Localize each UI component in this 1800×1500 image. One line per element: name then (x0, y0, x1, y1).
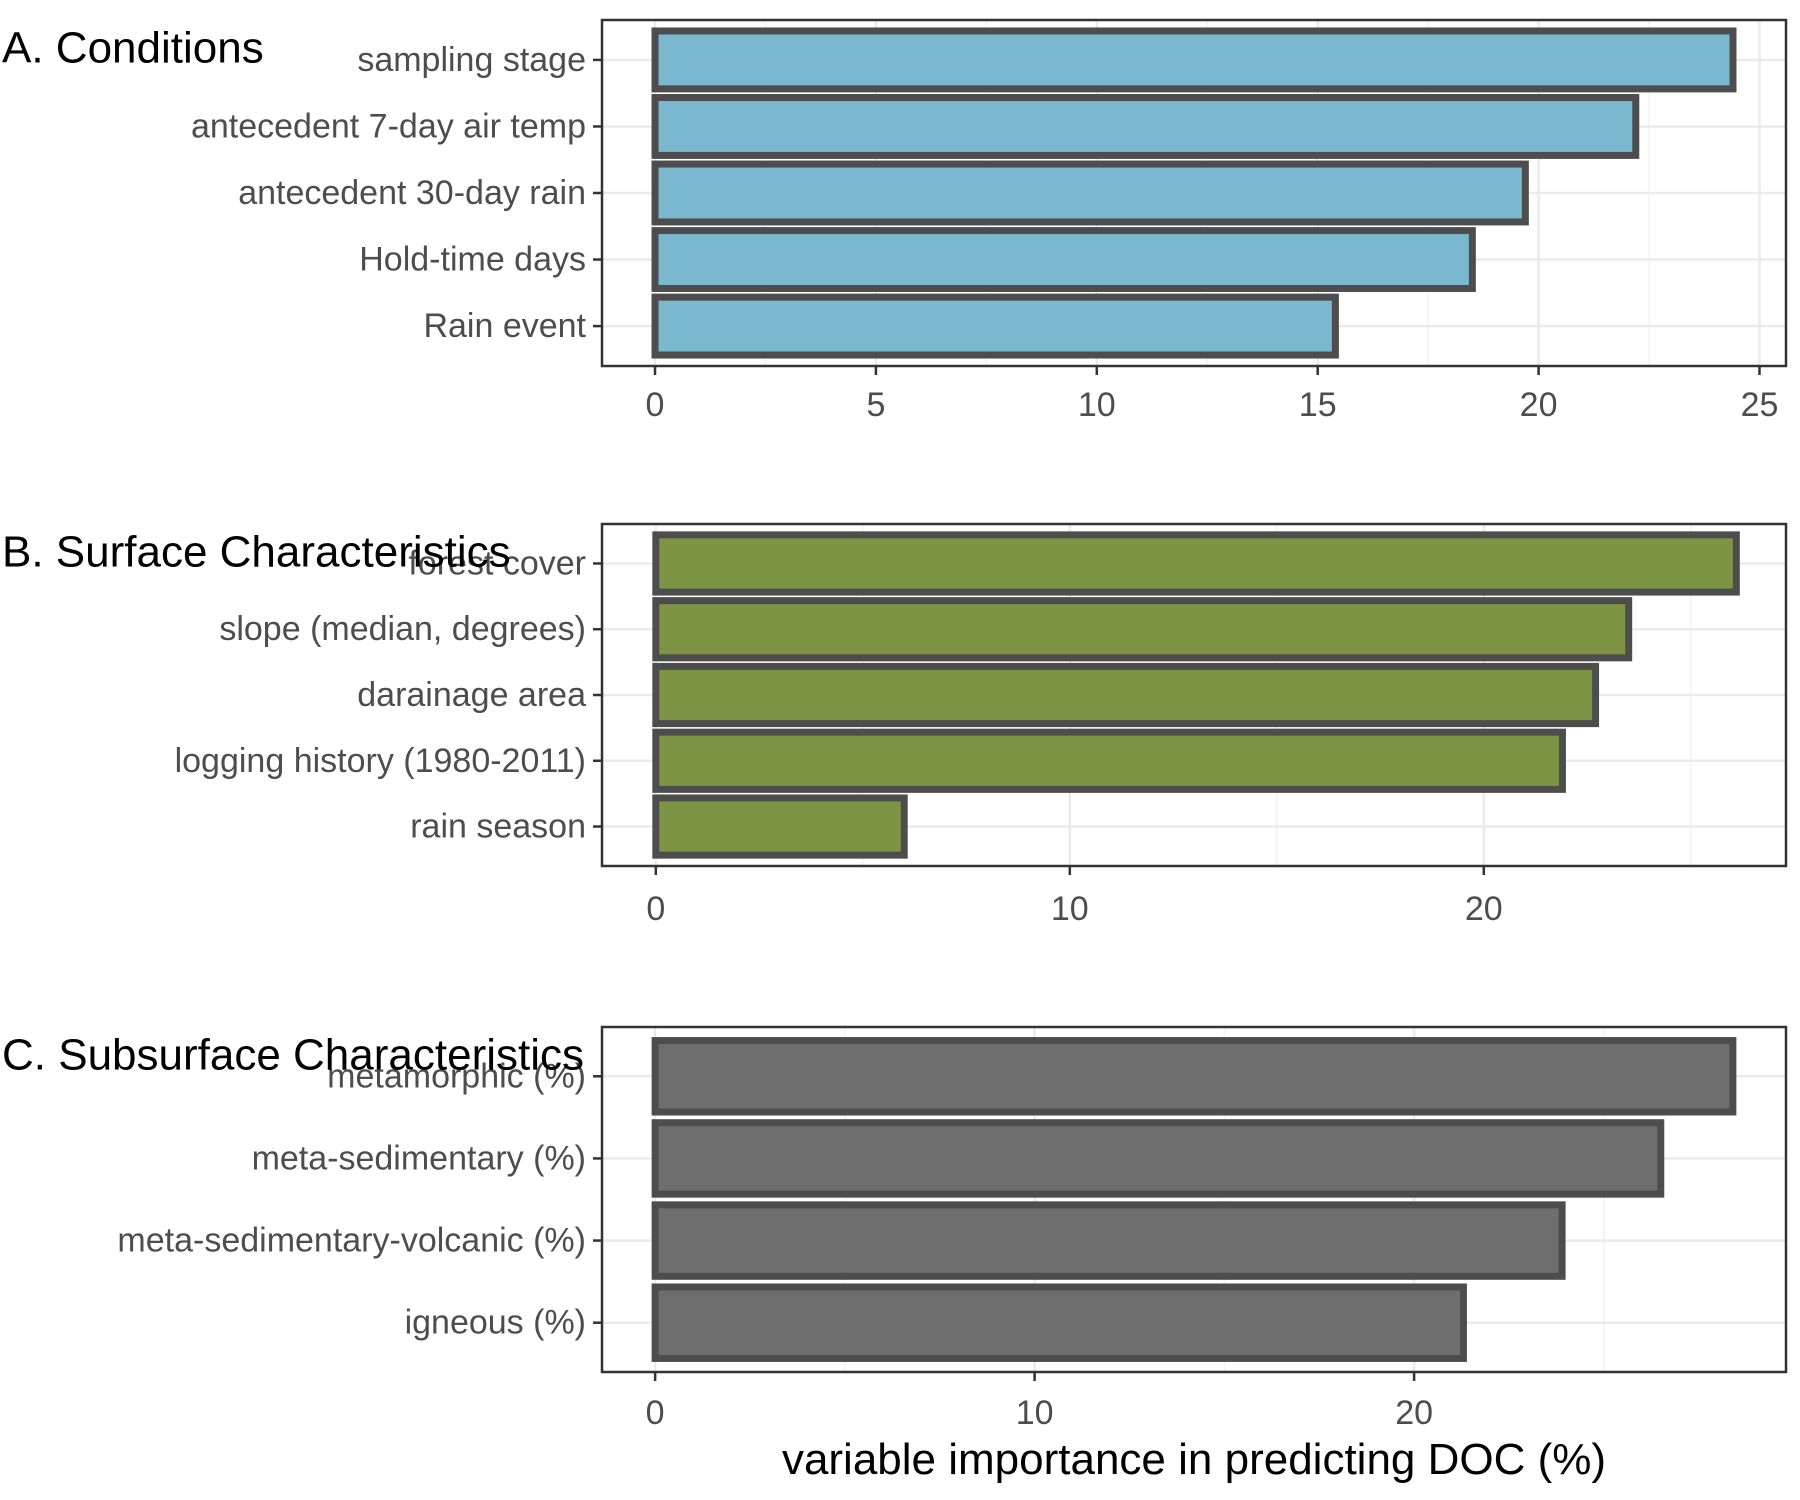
panel-title: B. Surface Characteristics (2, 528, 511, 577)
panel-border (600, 1025, 1788, 1374)
panel-1: sampling stage antecedent 7-day air temp a… (2, 18, 1788, 424)
bar-igneous (651, 1283, 1467, 1362)
bar-slope-median-degrees (652, 597, 1633, 662)
panel-title: A. Conditions (2, 24, 264, 73)
category-label: forest cover (408, 544, 586, 582)
x-tick-label: 0 (646, 890, 665, 928)
x-tick-label: 20 (1520, 386, 1558, 424)
x-tick-label: 10 (1016, 1394, 1054, 1432)
bar-metamorphic (651, 1037, 1737, 1116)
bar-darainage-area (652, 662, 1600, 728)
bar-antecedent-30-day-rain (651, 160, 1529, 226)
category-label: darainage area (357, 676, 586, 714)
category-label: meta-sedimentary (%) (252, 1139, 586, 1177)
x-tick-label: 0 (646, 1394, 665, 1432)
category-label: sampling stage (357, 41, 586, 79)
category-label: antecedent 7-day air temp (191, 107, 586, 145)
category-label: Hold-time days (359, 241, 586, 279)
category-label: metamorphic (%) (327, 1057, 586, 1095)
bar-meta-sedimentary-volcanic (651, 1201, 1566, 1280)
category-label: Rain event (423, 307, 586, 345)
category-label: slope (median, degrees) (219, 610, 586, 648)
bar-sampling-stage (651, 27, 1737, 93)
x-tick-label: 10 (1051, 890, 1089, 928)
category-label: meta-sedimentary-volcanic (%) (117, 1222, 586, 1260)
category-label: rain season (410, 808, 586, 846)
panel-title: C. Subsurface Characteristics (2, 1031, 584, 1080)
category-label: igneous (%) (405, 1304, 586, 1342)
x-tick-label: 10 (1078, 386, 1116, 424)
bar-forest-cover (652, 531, 1740, 596)
x-tick-label: 0 (646, 386, 665, 424)
x-tick-label: 5 (866, 386, 885, 424)
bar-antecedent-7-day-air-temp (651, 94, 1640, 159)
x-tick-label: 15 (1299, 386, 1337, 424)
bar-logging-history-1980-2011 (652, 728, 1566, 793)
category-label: antecedent 30-day rain (238, 174, 586, 212)
x-tick-label: 25 (1741, 386, 1779, 424)
category-label: logging history (1980-2011) (175, 742, 586, 780)
bar-rain-event (651, 293, 1339, 359)
x-tick-label: 20 (1395, 1394, 1433, 1432)
x-axis-title: variable importance in predicting DOC (%… (782, 1435, 1606, 1484)
panel-2: forest cover slope (median, degrees) darai… (2, 522, 1788, 928)
panel-3: metamorphic (%) meta-sedimentary (%) meta-… (2, 1025, 1788, 1484)
x-tick-label: 20 (1465, 890, 1503, 928)
bar-meta-sedimentary (651, 1119, 1665, 1198)
bar-rain-season (652, 794, 908, 859)
bar-hold-time-days (651, 227, 1476, 292)
